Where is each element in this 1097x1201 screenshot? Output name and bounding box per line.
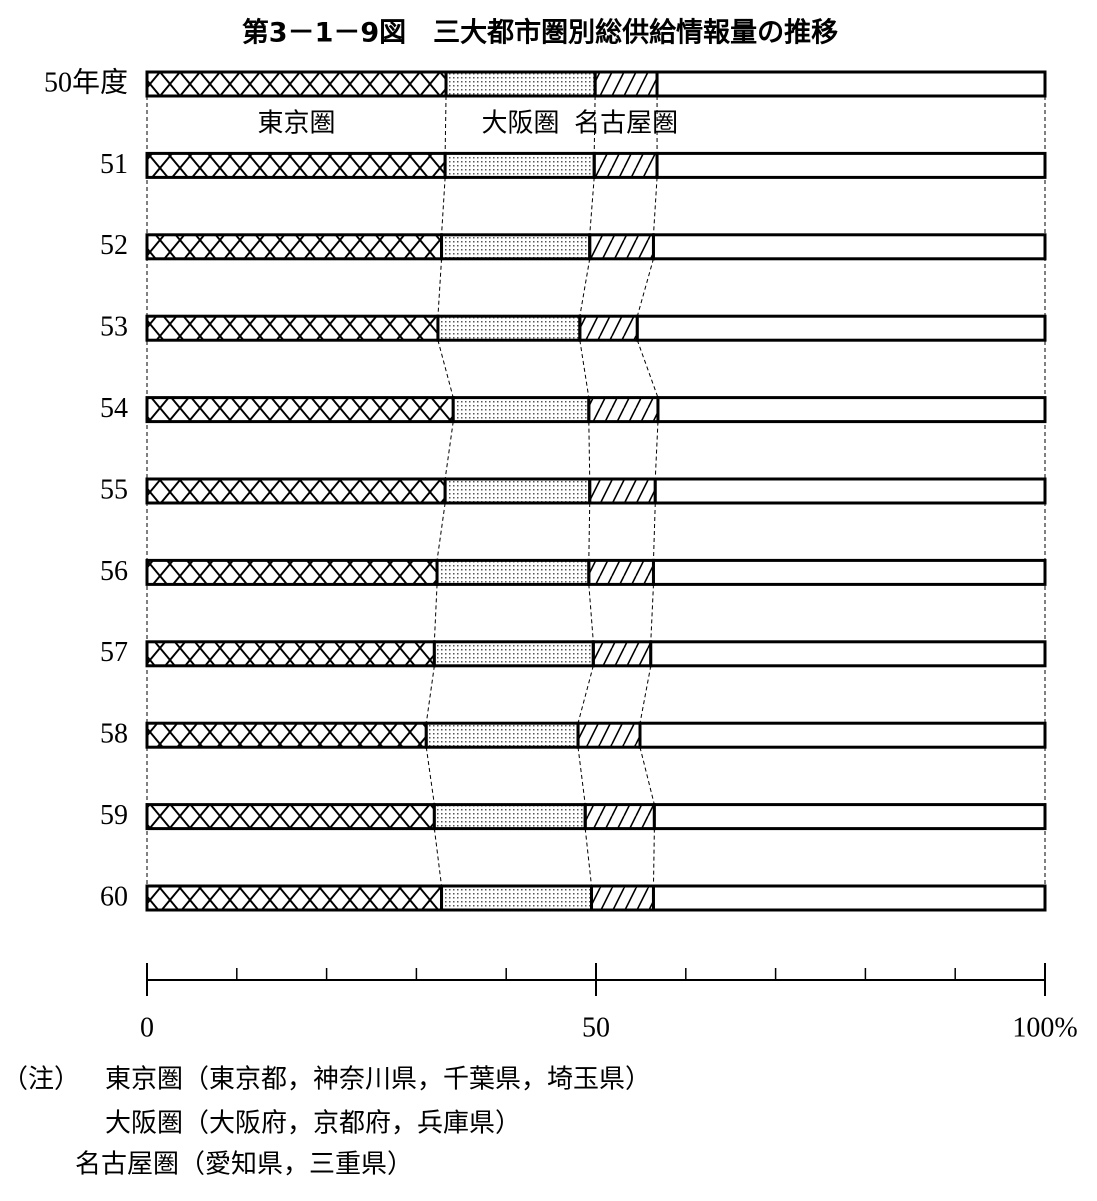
y-tick-label: 55 <box>100 474 128 505</box>
connector <box>654 421 659 480</box>
connector <box>589 177 595 235</box>
connector <box>444 421 454 480</box>
bar-segment <box>651 884 1047 912</box>
connector <box>639 747 655 805</box>
connector <box>636 258 654 317</box>
note: 東京圏（東京都，神奈川県，千葉県，埼玉県） <box>105 1065 651 1095</box>
y-tick-label: 60 <box>100 881 128 912</box>
bar-segment <box>656 396 1047 424</box>
bar-segment <box>653 477 1047 505</box>
connector <box>650 584 654 642</box>
bar-segment <box>432 640 595 668</box>
bar-segment <box>578 314 639 342</box>
bar-segment <box>588 233 655 261</box>
bar-segment <box>436 314 582 342</box>
connector <box>636 340 659 398</box>
bar-segment <box>591 640 653 668</box>
bar-segment <box>145 558 439 586</box>
bar-segment <box>638 721 1047 749</box>
bar-segment <box>592 151 659 179</box>
bar-segment <box>145 803 436 831</box>
connector <box>588 421 591 480</box>
y-tick-label: 51 <box>100 149 128 180</box>
bar-segment <box>443 477 592 505</box>
connector <box>579 258 591 317</box>
bar-segment <box>655 151 1047 179</box>
series-label: 大阪圏 <box>482 109 560 139</box>
connector <box>444 95 447 154</box>
series-label: 名古屋圏 <box>574 109 678 139</box>
bar-segment <box>588 477 657 505</box>
connector <box>436 502 446 561</box>
connector <box>652 502 656 561</box>
bar-segment <box>424 721 580 749</box>
y-tick-label: 56 <box>100 556 128 587</box>
chart-title: 第3－1－9図 三大都市圏別総供給情報量の推移 <box>242 17 838 49</box>
y-tick-label: 57 <box>100 637 128 668</box>
bar-segment <box>576 721 642 749</box>
connector <box>437 258 443 317</box>
connector <box>579 340 590 398</box>
connector <box>433 584 438 642</box>
connector <box>652 177 658 235</box>
bar-segment <box>651 558 1047 586</box>
connector <box>652 828 655 887</box>
note: 名古屋圏（愛知県，三重県） <box>75 1150 413 1180</box>
bar-segment <box>145 70 448 98</box>
bar-segment <box>590 884 655 912</box>
bar-segment <box>443 151 596 179</box>
bar-segment <box>435 558 591 586</box>
y-tick-label: 53 <box>100 312 128 343</box>
x-tick-label: 50 <box>582 1012 610 1043</box>
bar-segment <box>655 70 1047 98</box>
bar-segment <box>451 396 591 424</box>
connector <box>577 665 594 724</box>
bar-segment <box>440 233 592 261</box>
bar-segment <box>583 803 656 831</box>
connector <box>639 665 652 724</box>
bar-segment <box>444 70 597 98</box>
connector <box>584 828 593 887</box>
connector <box>437 340 454 398</box>
x-tick-label: 0 <box>140 1012 154 1043</box>
series-label: 東京圏 <box>258 109 336 139</box>
y-tick-label: 54 <box>100 393 128 424</box>
bar-segment <box>145 396 455 424</box>
y-tick-label: 59 <box>100 800 128 831</box>
y-tick-label: 58 <box>100 719 128 750</box>
bar-segment <box>145 314 440 342</box>
connector <box>588 502 591 561</box>
connector <box>577 747 586 805</box>
bar-segment <box>635 314 1047 342</box>
connector <box>441 177 446 235</box>
connector <box>433 828 443 887</box>
bar-segment <box>649 640 1047 668</box>
y-tick-label: 50年度 <box>44 66 128 98</box>
bar-segment <box>145 151 447 179</box>
connector <box>425 747 435 805</box>
note: 大阪圏（大阪府，京都府，兵庫県） <box>105 1109 521 1139</box>
bar-segment <box>593 70 659 98</box>
bar-segment <box>587 558 655 586</box>
bar-segment <box>440 884 594 912</box>
note-label: （注） <box>2 1065 80 1095</box>
y-tick-label: 52 <box>100 230 128 261</box>
bar-segment <box>145 477 447 505</box>
connector <box>588 584 594 642</box>
bar-segment <box>432 803 587 831</box>
bar-segment <box>652 803 1047 831</box>
bar-segment <box>145 233 444 261</box>
bar-segment <box>145 721 428 749</box>
connector <box>593 95 596 154</box>
bar-segment <box>145 640 436 668</box>
bar-segment <box>651 233 1047 261</box>
bar-segment <box>145 884 444 912</box>
connector <box>425 665 435 724</box>
x-tick-label: 100% <box>1012 1012 1077 1043</box>
bar-segment <box>587 396 660 424</box>
